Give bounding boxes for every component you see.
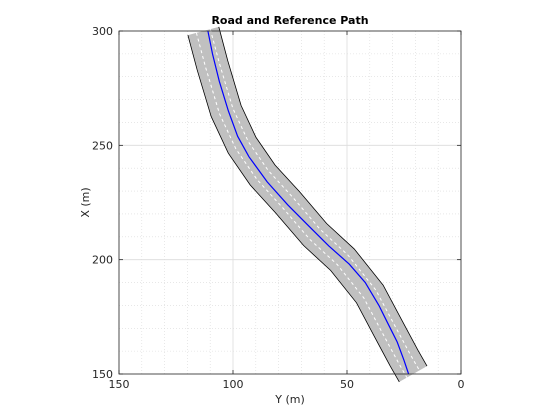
lane-marking-1: [195, 32, 408, 378]
y-tick-label: 150: [92, 368, 113, 381]
chart-title: Road and Reference Path: [211, 14, 368, 27]
lane-marking-2: [209, 29, 420, 371]
y-axis-label: X (m): [79, 187, 92, 217]
y-tick-label: 250: [92, 139, 113, 152]
series-line-0: [207, 30, 410, 375]
x-axis-label: Y (m): [274, 393, 305, 406]
x-tick-label: 100: [223, 378, 244, 391]
reference-path: [207, 30, 410, 375]
y-axis-ticks: 150 200 250 300: [92, 25, 461, 381]
plot-border: [118, 30, 462, 375]
road-edge-right: [218, 26, 428, 367]
y-tick-label: 200: [92, 254, 113, 267]
y-tick-label: 300: [92, 25, 113, 38]
road: [187, 26, 428, 383]
x-tick-label: 150: [109, 378, 130, 391]
road-surface: [187, 26, 427, 382]
x-tick-label: 50: [340, 378, 354, 391]
x-tick-label: 0: [458, 378, 465, 391]
road-edge-left: [187, 34, 400, 383]
x-axis-ticks: 150 100 50 0: [109, 31, 465, 391]
